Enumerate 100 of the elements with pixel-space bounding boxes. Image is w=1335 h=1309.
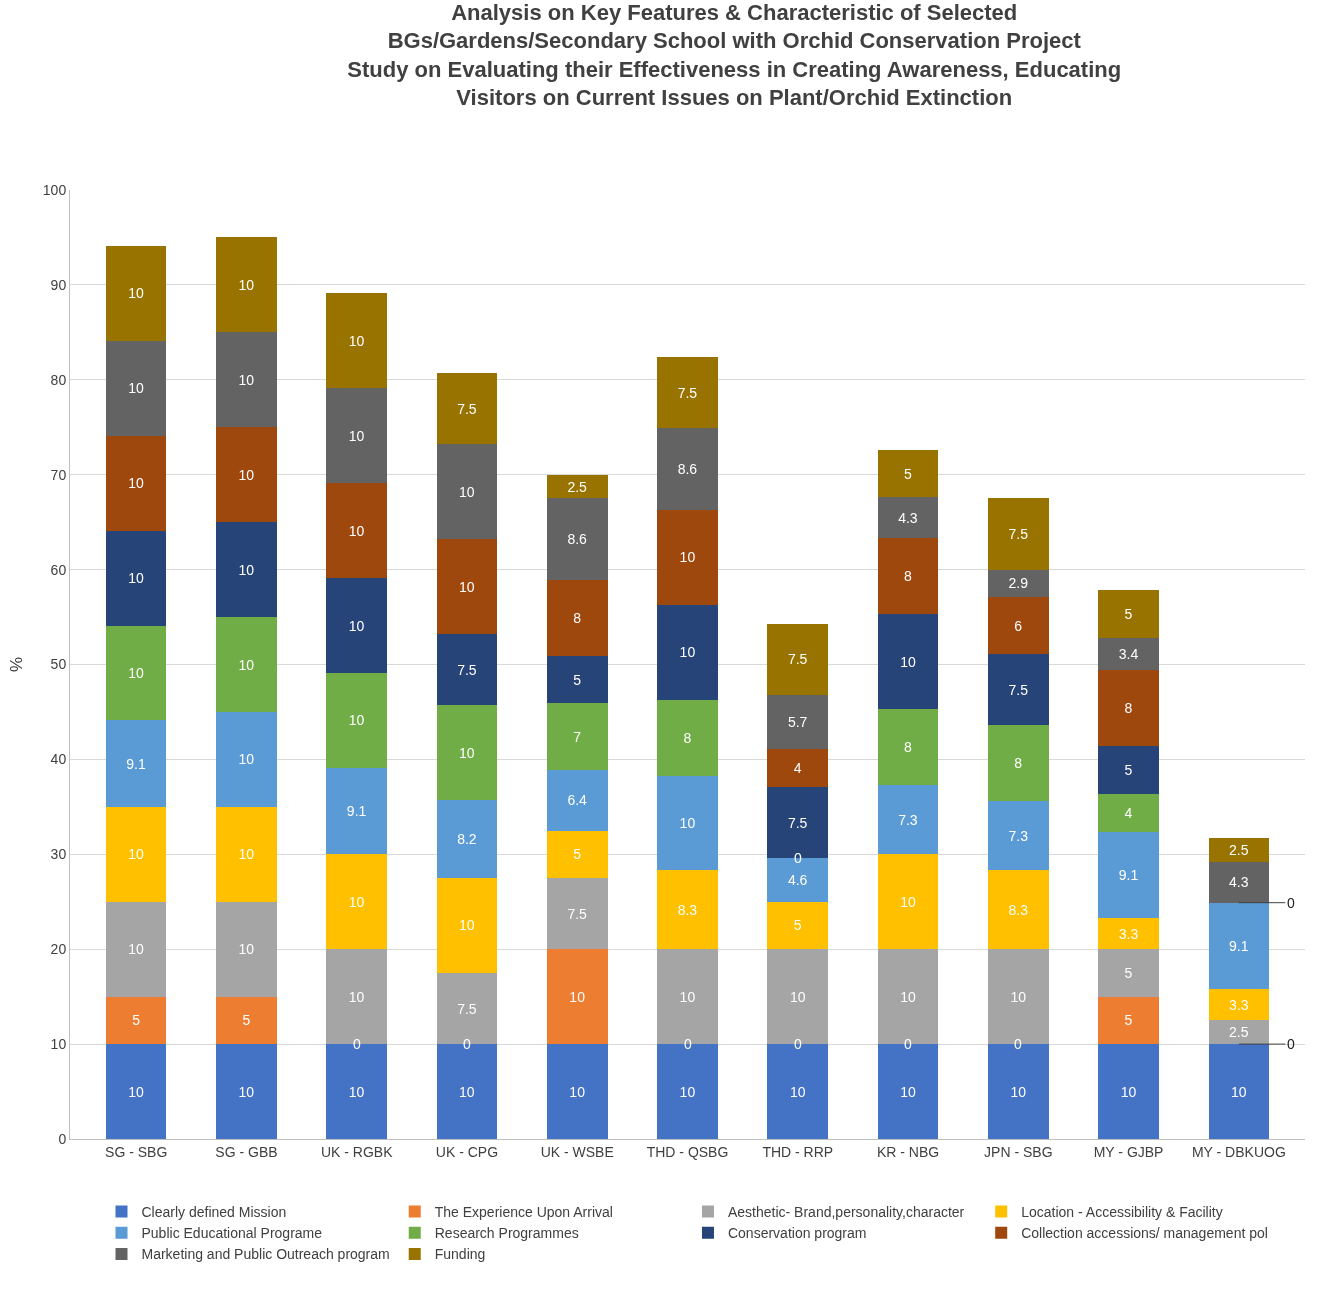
data-label: 7.3 — [898, 811, 918, 828]
data-label: 9.1 — [1229, 937, 1249, 954]
data-label: 10 — [348, 893, 365, 910]
data-label: 8 — [683, 729, 692, 746]
x-tick-label: SG - SBG — [105, 1143, 168, 1160]
data-label: 10 — [459, 1083, 475, 1100]
bar — [216, 901, 277, 997]
data-label: 10 — [128, 380, 145, 397]
data-label: 7.5 — [457, 400, 477, 417]
data-label: 4 — [793, 759, 802, 776]
bar — [216, 237, 277, 333]
x-tick-label: THD - QSBG — [646, 1143, 729, 1160]
y-tick-label: 90 — [50, 276, 67, 293]
data-label: 3.3 — [1118, 925, 1139, 942]
data-label: 10 — [128, 475, 145, 492]
data-label: 8.6 — [677, 461, 698, 478]
data-label: 10 — [348, 617, 365, 634]
bar — [216, 522, 277, 618]
bar — [326, 578, 388, 674]
bar — [657, 509, 718, 605]
bar — [767, 623, 829, 695]
data-label: 9.1 — [1118, 866, 1139, 883]
bar — [105, 806, 167, 902]
bar — [1208, 861, 1270, 903]
bar — [436, 800, 498, 879]
annotation: 0 — [684, 1036, 692, 1052]
bar — [877, 497, 939, 539]
annotation: 0 — [1014, 1036, 1022, 1052]
x-tick-label: SG - GBB — [215, 1143, 278, 1160]
data-label: 10 — [128, 665, 145, 682]
bar — [105, 625, 167, 721]
bar — [877, 450, 939, 498]
bar — [1098, 793, 1159, 832]
bar — [436, 634, 498, 706]
y-tick-label: 20 — [50, 941, 67, 958]
legend-label: Funding — [434, 1246, 486, 1263]
bar — [105, 245, 167, 341]
y-tick-label: 50 — [50, 656, 67, 673]
data-label: 10 — [238, 751, 255, 768]
x-tick-label: UK - WSBE — [540, 1143, 614, 1160]
data-label: 7.5 — [677, 384, 698, 401]
data-label: 10 — [900, 988, 916, 1005]
bar — [767, 901, 829, 950]
data-label: 10 — [238, 941, 255, 958]
data-label: 2.9 — [1008, 575, 1029, 592]
bar — [105, 340, 167, 436]
bar — [105, 996, 167, 1045]
data-label: 7 — [573, 728, 582, 745]
data-label: 10 — [1010, 1083, 1027, 1100]
bar — [1098, 949, 1159, 997]
data-label: 10 — [348, 988, 365, 1005]
x-tick-label: THD - RRP — [762, 1143, 834, 1160]
data-label: 8.3 — [1008, 901, 1029, 918]
data-label: 10 — [900, 893, 916, 910]
bar — [105, 1044, 167, 1139]
annotation: 0 — [1287, 895, 1295, 911]
data-label: 10 — [238, 276, 255, 293]
data-label: 8.3 — [677, 901, 698, 918]
data-label: 10 — [128, 570, 145, 587]
data-label: 10 — [679, 988, 696, 1005]
data-label: 10 — [679, 814, 696, 831]
bar — [1098, 746, 1159, 794]
data-label: 10 — [348, 712, 365, 729]
bar — [657, 428, 718, 510]
bar — [657, 870, 718, 950]
bar — [1208, 902, 1270, 990]
bar — [1098, 1044, 1159, 1139]
data-label: 10 — [789, 1083, 806, 1100]
data-label: 2.5 — [1229, 842, 1249, 859]
data-label: 5 — [1124, 1012, 1133, 1029]
bar — [987, 801, 1049, 871]
legend-label: Marketing and Public Outreach program — [141, 1246, 390, 1263]
y-tick-label: 80 — [50, 371, 67, 388]
annotation: 0 — [353, 1036, 361, 1052]
data-label: 10 — [348, 332, 365, 349]
data-label: 10 — [789, 988, 806, 1005]
data-label: 9.1 — [126, 755, 146, 772]
data-label: 10 — [459, 744, 475, 761]
data-label: 5 — [242, 1012, 251, 1029]
bar — [1098, 996, 1159, 1045]
bar — [987, 597, 1049, 655]
y-tick-label: 70 — [50, 466, 67, 483]
bar — [546, 703, 608, 770]
bar — [216, 617, 277, 712]
data-label: 10 — [128, 941, 145, 958]
bar — [546, 498, 608, 581]
data-label: 5 — [1124, 964, 1133, 981]
bar — [546, 949, 608, 1045]
legend-label: Research Programmes — [434, 1225, 579, 1242]
data-label: 8 — [904, 739, 913, 756]
data-label: 5.7 — [787, 713, 808, 730]
data-label: 4 — [1124, 804, 1133, 821]
data-label: 7.5 — [787, 651, 808, 668]
data-label: 10 — [1010, 988, 1027, 1005]
bar — [1208, 1044, 1270, 1139]
x-tick-label: MY - DBKUOG — [1191, 1143, 1286, 1160]
data-label: 5 — [904, 465, 913, 482]
bar — [987, 870, 1049, 950]
bar — [546, 580, 608, 656]
data-label: 10 — [238, 1083, 255, 1100]
